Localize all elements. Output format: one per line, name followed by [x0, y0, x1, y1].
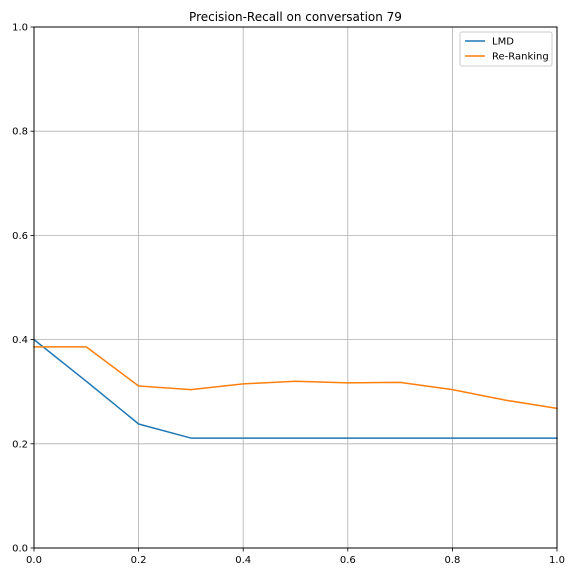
y-tick-label: 0.4 — [12, 335, 28, 346]
series-layer — [32, 338, 558, 439]
grid-lines — [33, 26, 558, 549]
x-tick-label: 0.8 — [444, 555, 460, 566]
series-line-re-ranking — [33, 346, 558, 410]
axis-ticks: 0.0 0.2 0.4 0.6 0.8 1.0 0.0 0.2 0.4 0.6 0.8 1.0 — [12, 23, 565, 567]
x-tick-label: 0.4 — [235, 555, 251, 566]
x-tick-label: 0.6 — [340, 555, 356, 566]
series-line-lmd — [32, 338, 558, 439]
legend-label: LMD — [492, 37, 514, 48]
chart-title: Precision-Recall on conversation 79 — [189, 10, 402, 24]
x-tick-label: 1.0 — [549, 555, 565, 566]
y-tick-label: 0.0 — [12, 544, 28, 555]
y-tick-label: 0.6 — [12, 231, 28, 242]
x-tick-label: 0.2 — [131, 555, 147, 566]
plot-frame — [33, 26, 558, 549]
y-tick-label: 0.2 — [12, 439, 28, 450]
y-tick-label: 1.0 — [12, 23, 28, 34]
y-tick-label: 0.8 — [12, 127, 28, 138]
legend-label: Re-Ranking — [492, 52, 549, 63]
legend: LMD Re-Ranking — [459, 31, 553, 67]
x-tick-label: 0.0 — [26, 555, 42, 566]
